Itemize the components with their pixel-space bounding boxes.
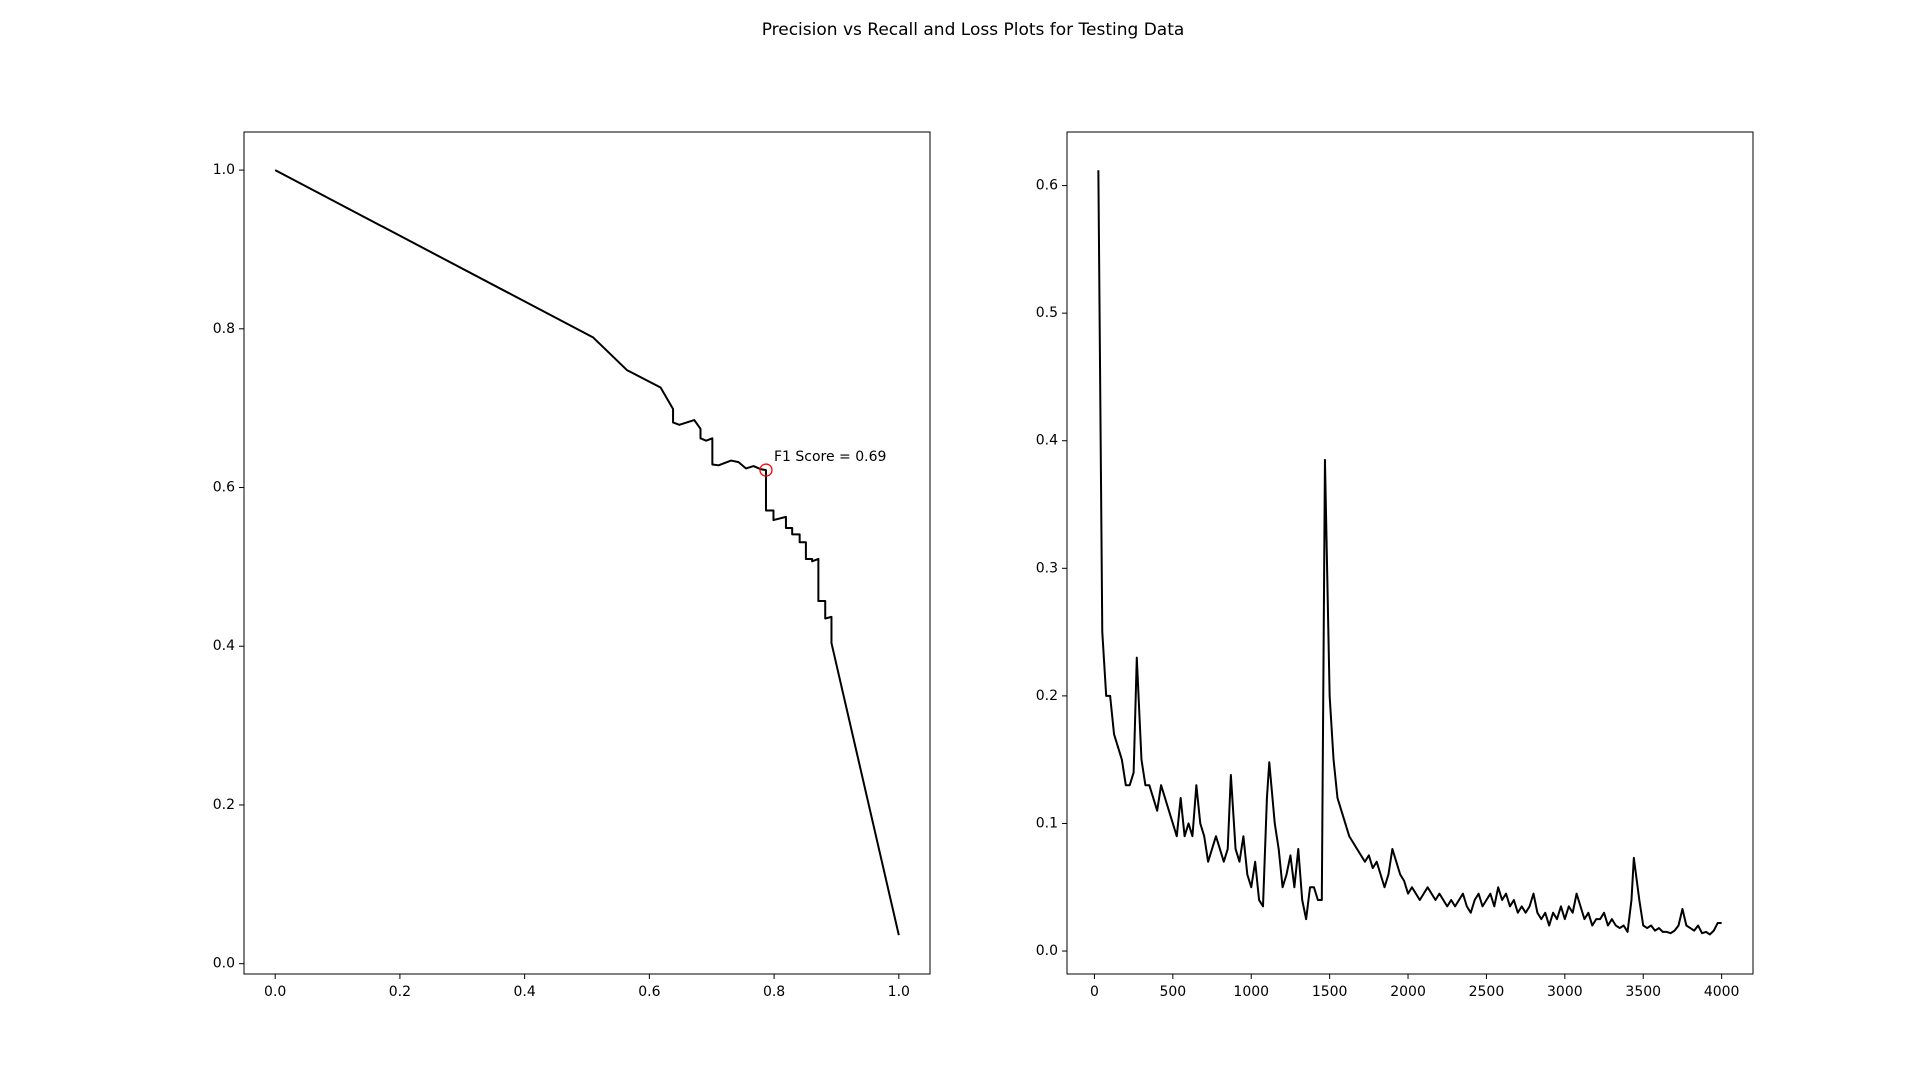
axes-frame (1066, 131, 1754, 975)
annotation-marker (759, 463, 773, 477)
y-tick-label: 0.0 (213, 956, 235, 972)
x-tick-label: 500 (1159, 984, 1186, 1000)
x-tick-label: 3500 (1625, 984, 1661, 1000)
x-tick-label: 0.8 (763, 984, 785, 1000)
annotation-text: F1 Score = 0.69 (774, 449, 886, 465)
x-tick-label: 0.6 (638, 984, 660, 1000)
line (1097, 170, 1722, 936)
x-tick-label: 0.0 (264, 984, 286, 1000)
x-tick-label: 1.0 (888, 984, 910, 1000)
y-tick-label: 0.3 (1036, 560, 1058, 576)
y-tick-label: 0.6 (1036, 178, 1058, 194)
y-tick-label: 0.0 (1036, 943, 1058, 959)
y-tick-label: 0.2 (1036, 688, 1058, 704)
y-tick-label: 1.0 (213, 162, 235, 178)
figure-title: Precision vs Recall and Loss Plots for T… (762, 20, 1185, 40)
x-tick-label: 0.2 (389, 984, 411, 1000)
y-tick-label: 0.6 (213, 480, 235, 496)
x-tick-label: 2500 (1469, 984, 1505, 1000)
x-tick-label: 3000 (1547, 984, 1583, 1000)
x-tick-label: 0.4 (514, 984, 536, 1000)
x-tick-label: 0 (1090, 984, 1099, 1000)
axes-frame (243, 131, 931, 975)
x-tick-label: 2000 (1390, 984, 1426, 1000)
y-tick-label: 0.2 (213, 797, 235, 813)
y-tick-label: 0.1 (1036, 815, 1058, 831)
x-tick-label: 1000 (1233, 984, 1269, 1000)
x-tick-label: 4000 (1704, 984, 1740, 1000)
x-tick-label: 1500 (1312, 984, 1348, 1000)
y-tick-label: 0.5 (1036, 305, 1058, 321)
y-tick-label: 0.8 (213, 321, 235, 337)
line (274, 169, 900, 936)
y-tick-label: 0.4 (1036, 433, 1058, 449)
y-tick-label: 0.4 (213, 638, 235, 654)
